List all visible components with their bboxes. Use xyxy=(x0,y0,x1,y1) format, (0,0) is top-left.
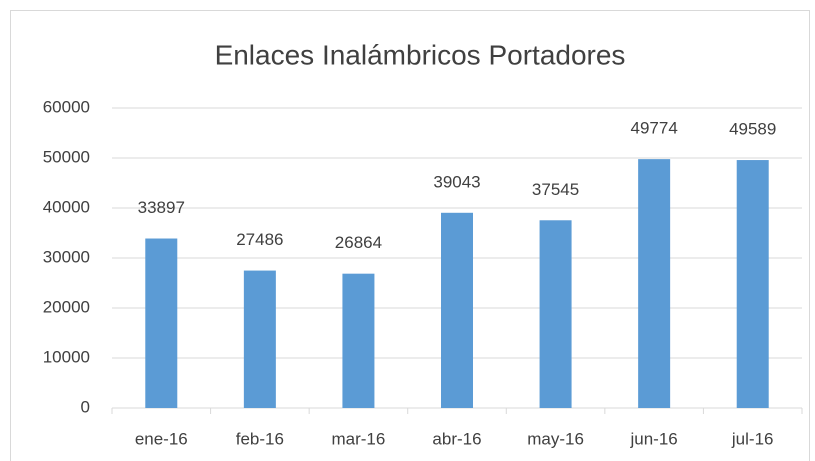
x-tick-label: mar-16 xyxy=(331,429,385,448)
data-label: 26864 xyxy=(335,233,382,252)
bar xyxy=(441,212,473,408)
data-label: 49589 xyxy=(729,120,776,139)
x-tick-label: may-16 xyxy=(527,429,584,448)
data-label: 27486 xyxy=(236,230,283,249)
data-label: 49774 xyxy=(631,119,678,138)
x-tick-label: ene-16 xyxy=(135,429,188,448)
data-label: 39043 xyxy=(433,172,480,191)
x-tick-label: jul-16 xyxy=(731,429,774,448)
y-tick-label: 40000 xyxy=(43,197,90,216)
bar xyxy=(539,220,572,408)
bar xyxy=(342,273,375,408)
bar xyxy=(243,270,276,408)
y-tick-label: 10000 xyxy=(43,347,90,366)
y-tick-label: 60000 xyxy=(43,97,90,116)
bar xyxy=(736,160,769,408)
bar xyxy=(638,159,671,408)
x-tick-label: abr-16 xyxy=(432,429,481,448)
y-tick-label: 30000 xyxy=(43,247,90,266)
chart-title: Enlaces Inalámbricos Portadores xyxy=(215,39,626,70)
data-label: 33897 xyxy=(138,198,185,217)
chart-border xyxy=(10,10,810,461)
data-label: 37545 xyxy=(532,180,579,199)
bar xyxy=(145,238,178,408)
y-tick-label: 0 xyxy=(81,397,90,416)
x-tick-label: jun-16 xyxy=(630,429,678,448)
y-tick-label: 50000 xyxy=(43,147,90,166)
y-tick-label: 20000 xyxy=(43,297,90,316)
x-tick-label: feb-16 xyxy=(236,429,284,448)
